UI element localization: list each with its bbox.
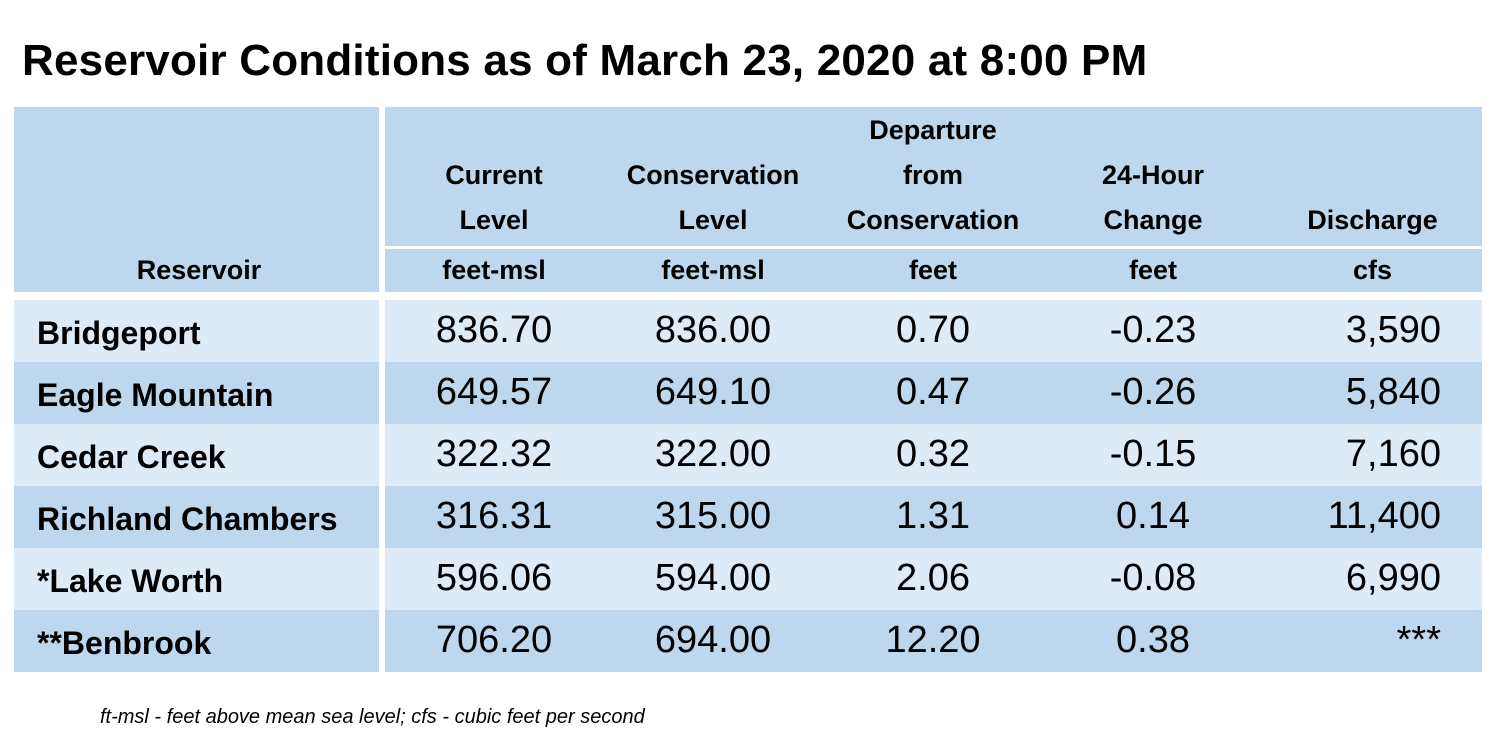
header-departure-line1: Departure	[869, 115, 997, 145]
current-value: 706.20	[435, 619, 553, 661]
header-reservoir-cell	[14, 107, 379, 292]
reservoir-name: Cedar Creek	[37, 439, 226, 475]
header-conservation-line1: Conservation	[626, 160, 800, 190]
row-name-cell	[14, 424, 379, 486]
conservation-value: 694.00	[654, 619, 772, 661]
change-value: -0.26	[1109, 371, 1197, 413]
current-value: 649.57	[435, 371, 553, 413]
reservoir-name: Richland Chambers	[37, 501, 338, 537]
departure-value: 1.31	[896, 495, 970, 537]
change-value: -0.15	[1109, 433, 1197, 475]
table-row: Bridgeport 836.70 836.00 0.70 -0.23 3,590	[14, 300, 1482, 362]
header-discharge: Discharge	[1307, 205, 1438, 235]
header-change-unit: feet	[1128, 255, 1177, 285]
header-gap	[14, 292, 1482, 300]
conservation-value: 836.00	[654, 309, 772, 351]
departure-value: 0.32	[896, 433, 970, 475]
table-row: Eagle Mountain 649.57 649.10 0.47 -0.26 5,840	[14, 362, 1482, 424]
reservoir-name: *Lake Worth	[37, 563, 224, 599]
conservation-value: 322.00	[654, 433, 772, 475]
reservoir-name: Bridgeport	[37, 315, 201, 351]
table-row: **Benbrook 706.20 694.00 12.20 0.38 ***	[14, 610, 1482, 672]
departure-value: 0.70	[896, 309, 970, 351]
header-change-line1: 24-Hour	[1101, 160, 1204, 190]
row-values-cell	[385, 300, 1482, 362]
discharge-value: 5,840	[1345, 371, 1441, 413]
header-reservoir: Reservoir	[136, 255, 262, 285]
header-current-line2: Level	[459, 205, 529, 235]
header-conservation-unit: feet-msl	[661, 255, 765, 285]
row-name-cell	[14, 486, 379, 548]
current-value: 836.70	[435, 309, 553, 351]
reservoir-name: Eagle Mountain	[37, 377, 274, 413]
header-conservation-line2: Level	[678, 205, 748, 235]
discharge-value: 11,400	[1327, 495, 1441, 537]
table-row: *Lake Worth 596.06 594.00 2.06 -0.08 6,990	[14, 548, 1482, 610]
page-title: Reservoir Conditions as of March 23, 202…	[22, 36, 1148, 85]
change-value: -0.23	[1109, 309, 1197, 351]
discharge-value: ***	[1396, 619, 1441, 661]
header-current-unit: feet-msl	[442, 255, 546, 285]
table-row: Richland Chambers 316.31 315.00 1.31 0.14 11,…	[14, 486, 1482, 548]
header-departure-unit: feet	[908, 255, 957, 285]
discharge-value: 7,160	[1345, 433, 1441, 475]
header-current-line1: Current	[445, 160, 543, 190]
footnote: ft-msl - feet above mean sea level; cfs …	[100, 706, 645, 728]
change-value: 0.38	[1116, 619, 1190, 661]
row-values-cell	[385, 362, 1482, 424]
discharge-value: 6,990	[1345, 557, 1441, 599]
departure-value: 0.47	[896, 371, 970, 413]
row-name-cell	[14, 362, 379, 424]
row-name-cell	[14, 300, 379, 362]
header-change-line2: Change	[1103, 205, 1203, 235]
row-values-cell	[385, 424, 1482, 486]
table-body: Bridgeport 836.70 836.00 0.70 -0.23 3,590 Eagl…	[14, 300, 1482, 672]
change-value: -0.08	[1109, 557, 1197, 599]
conservation-value: 594.00	[654, 557, 772, 599]
current-value: 316.31	[435, 495, 553, 537]
current-value: 322.32	[435, 433, 553, 475]
reservoir-name: **Benbrook	[37, 625, 212, 661]
header-departure-line3: Conservation	[846, 205, 1020, 235]
table-row: Cedar Creek 322.32 322.00 0.32 -0.15 7,160	[14, 424, 1482, 486]
conservation-value: 315.00	[654, 495, 772, 537]
row-values-cell	[385, 486, 1482, 548]
table-header: Reservoir Current Level feet-msl Conserv…	[14, 107, 1482, 292]
row-name-cell	[14, 548, 379, 610]
row-values-cell	[385, 610, 1482, 672]
row-name-cell	[14, 610, 379, 672]
header-discharge-unit: cfs	[1352, 255, 1393, 285]
conservation-value: 649.10	[654, 371, 772, 413]
header-values-cell	[385, 107, 1482, 292]
departure-value: 12.20	[885, 619, 981, 661]
reservoir-table: Reservoir Current Level feet-msl Conserv…	[14, 107, 1482, 672]
change-value: 0.14	[1116, 495, 1190, 537]
header-departure-line2: from	[903, 160, 963, 190]
current-value: 596.06	[435, 557, 553, 599]
departure-value: 2.06	[896, 557, 970, 599]
row-values-cell	[385, 548, 1482, 610]
discharge-value: 3,590	[1345, 309, 1441, 351]
header-divider	[385, 246, 1482, 249]
